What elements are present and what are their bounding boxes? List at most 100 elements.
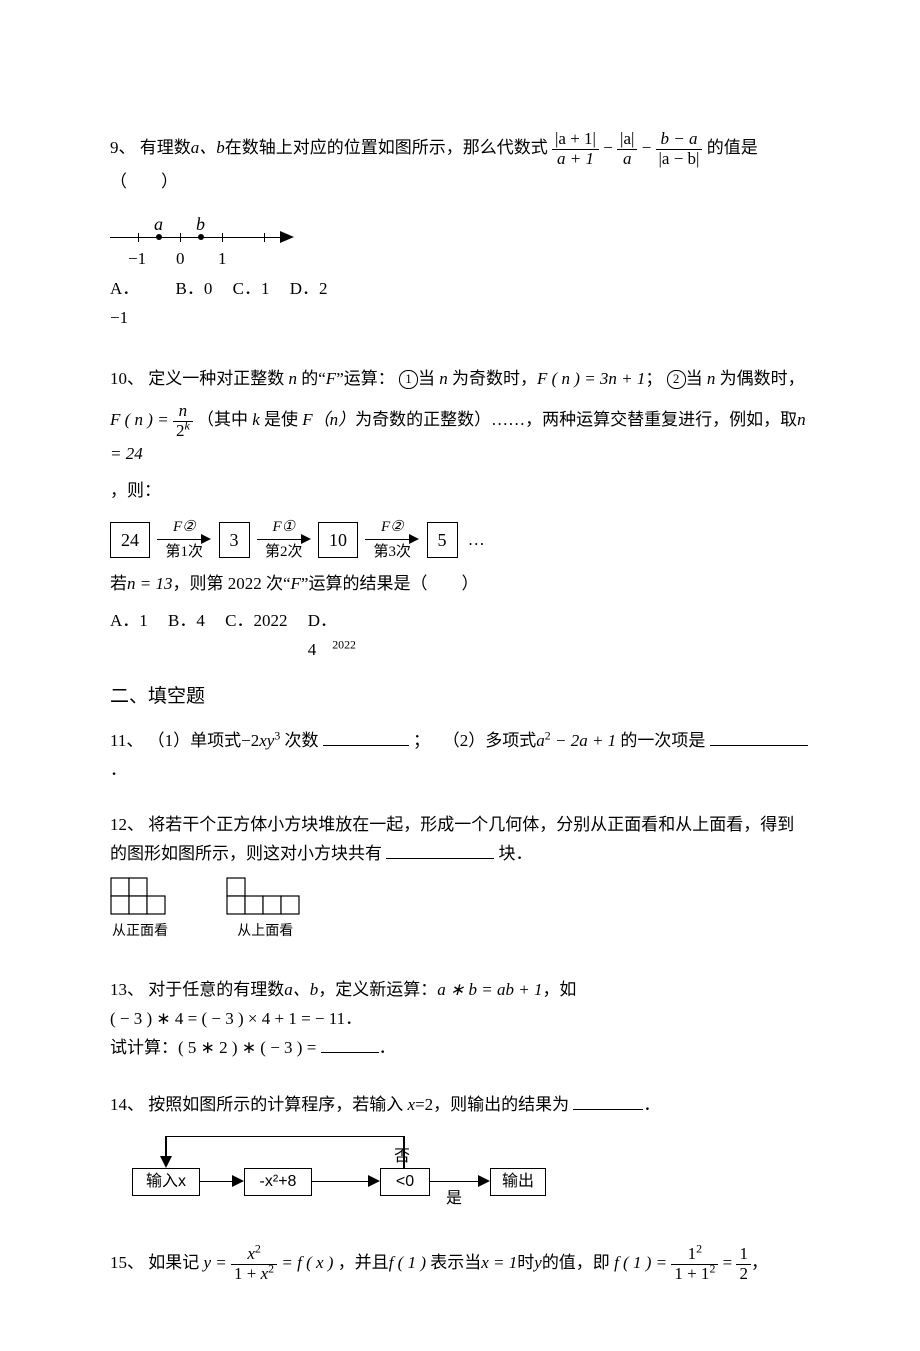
flow-c1-arr <box>232 1175 244 1187</box>
flow-proc: -x²+8 <box>244 1168 312 1196</box>
q10-choice-d: D． <box>308 607 337 636</box>
q15-rhs-l: f ( 1 ) = <box>614 1253 671 1272</box>
q10-text-c: ”运算： <box>336 369 395 388</box>
q10-semi: ； <box>645 369 662 388</box>
q13-dot2: ． <box>379 1038 396 1057</box>
q10-k: k <box>252 410 260 429</box>
q15-eq: = <box>723 1253 737 1272</box>
q10: 10、 定义一种对正整数 n 的“F”运算： 1当 n 为奇数时，F ( n )… <box>110 365 810 394</box>
q10-choice-a: A．1 <box>110 607 148 636</box>
q10-f1: F ( n ) = 3n + 1 <box>537 369 645 388</box>
q10-choice-b: B．4 <box>168 607 205 636</box>
q10-F2: F <box>291 574 301 593</box>
q10-circ2: 2 <box>667 370 686 389</box>
q12-front-label: 从正面看 <box>110 919 170 943</box>
q15-f1: f ( 1 ) <box>389 1253 426 1272</box>
nl-tick-0 <box>180 233 181 242</box>
q9-frac1: |a + 1|a + 1 <box>552 130 599 168</box>
q11-poly-rest: − 2a + 1 <box>551 731 616 750</box>
q11-poly-a: a <box>536 731 545 750</box>
q11-p2b: 的一次项是 <box>620 731 705 750</box>
q9: 9、 有理数a、b在数轴上对应的位置如图所示，那么代数式 |a + 1|a + … <box>110 130 810 197</box>
q12: 12、 将若干个正方体小方块堆放在一起，形成一个几何体，分别从正面看和从上面看，… <box>110 811 810 869</box>
flow-c3-arr <box>478 1175 490 1187</box>
q11-dot: ． <box>110 760 127 779</box>
q9-choice-a: A． <box>110 275 139 304</box>
q14-text2: =2，则输出的结果为 <box>415 1095 569 1114</box>
q13: 13、 对于任意的有理数a、b，定义新运算：a ∗ b = ab + 1，如 (… <box>110 976 810 1063</box>
q10-cond1: 当 <box>418 369 439 388</box>
q10-choices: A．1 B．4 C．2022 D． 42022 <box>110 607 810 665</box>
q10-text-b: 的“ <box>297 369 326 388</box>
q15-text-a: 如果记 <box>148 1253 199 1272</box>
q13-ex1: ( − 3 ) ∗ 4 = ( − 3 ) × 4 + 1 = − 11 <box>110 1009 345 1028</box>
flow-c1 <box>200 1181 234 1183</box>
q15-y: y <box>534 1253 542 1272</box>
q15-text-b: ，并且 <box>338 1253 389 1272</box>
q10-text-i: ，则第 2022 次“ <box>172 574 290 593</box>
q11-blank2 <box>710 728 808 746</box>
q13-text-b: ，定义新运算： <box>318 980 437 999</box>
q9-frac3: b − a|a − b| <box>656 130 703 168</box>
fd-box-2: 10 <box>318 522 358 559</box>
q15-eqf: = f ( x ) <box>281 1253 333 1272</box>
q10-text-a: 定义一种对正整数 <box>148 369 288 388</box>
nl-arrow <box>280 231 294 243</box>
q11-p1a: （1）单项式−2 <box>148 731 260 750</box>
flow-c2-arr <box>368 1175 380 1187</box>
q13-def: a ∗ b = ab + 1 <box>437 980 542 999</box>
q14-dot: ． <box>643 1095 660 1114</box>
q15-text-c: 表示当 <box>426 1253 481 1272</box>
q10-F1: F <box>326 369 336 388</box>
q12-tail: 块． <box>499 844 533 863</box>
q14: 14、 按照如图所示的计算程序，若输入 x=2，则输出的结果为 ． <box>110 1091 810 1120</box>
flow-yes-label: 是 <box>446 1185 462 1212</box>
q12-top-label: 从上面看 <box>226 919 304 943</box>
q14-blank <box>573 1092 643 1110</box>
q10-line2: F ( n ) = n2k （其中 k 是使 F（n）为奇数的正整数）……，两种… <box>110 402 810 469</box>
flow-top-arrow <box>160 1156 172 1168</box>
q10-circ1: 1 <box>399 370 418 389</box>
q12-num: 12、 <box>110 815 144 834</box>
q11-exp3: 3 <box>274 728 280 742</box>
q11-p2a: （2）多项式 <box>443 731 537 750</box>
q10-Fn: F（n） <box>302 410 355 429</box>
q11: 11、 （1）单项式−2xy3 次数 ； （2）多项式a2 − 2a + 1 的… <box>110 727 810 785</box>
q10-text-h: 若 <box>110 574 127 593</box>
fd-box-0: 24 <box>110 522 150 559</box>
q13-ab: a、b <box>284 980 318 999</box>
nl-num-1: 1 <box>218 245 227 274</box>
flow-top-line <box>165 1136 404 1138</box>
nl-num-0: 0 <box>176 245 185 274</box>
q15-frac1: x2 1 + x2 <box>231 1245 277 1283</box>
q13-num: 13、 <box>110 980 144 999</box>
q9-choice-b: B．0 <box>176 275 213 304</box>
q10-n1: n <box>289 369 298 388</box>
q13-text-a: 对于任意的有理数 <box>148 980 284 999</box>
q15-comma: ， <box>751 1253 768 1272</box>
q11-semi: ； <box>413 731 439 750</box>
q9-text-b: 在数轴上对应的位置如图所示，那么代数式 <box>225 138 548 157</box>
q14-flowchart: 输入x -x²+8 <0 输出 否 是 <box>110 1130 630 1215</box>
q15-x1: x = 1 <box>481 1253 517 1272</box>
q10-n13: n = 13 <box>127 574 172 593</box>
q15-frac2: 12 1 + 12 <box>671 1245 718 1283</box>
q9-minus1: − <box>603 138 617 157</box>
q15: 15、 如果记 y = x2 1 + x2 = f ( x ) ，并且f ( 1… <box>110 1245 810 1283</box>
nl-num-neg1: −1 <box>128 245 146 274</box>
nl-tick-2 <box>264 233 265 242</box>
nl-tick-1 <box>222 233 223 242</box>
flow-input: 输入x <box>132 1168 200 1196</box>
nl-dot-a <box>156 234 162 240</box>
q13-text-d: 试计算： <box>110 1038 178 1057</box>
q9-choice-c: C．1 <box>233 275 270 304</box>
q15-text-e: 的值，即 <box>542 1253 610 1272</box>
q9-minus2: − <box>642 138 656 157</box>
q10-diagram: 24 F② 第1次 3 F① 第2次 10 F② 第3次 5 … <box>110 520 810 560</box>
q15-num: 15、 <box>110 1253 144 1272</box>
fd-arr-1: F① 第2次 <box>254 520 314 560</box>
q13-blank <box>321 1035 379 1053</box>
q10-n2: n <box>439 369 448 388</box>
flow-c2 <box>312 1181 370 1183</box>
q12-front-view: 从正面看 <box>110 877 170 943</box>
